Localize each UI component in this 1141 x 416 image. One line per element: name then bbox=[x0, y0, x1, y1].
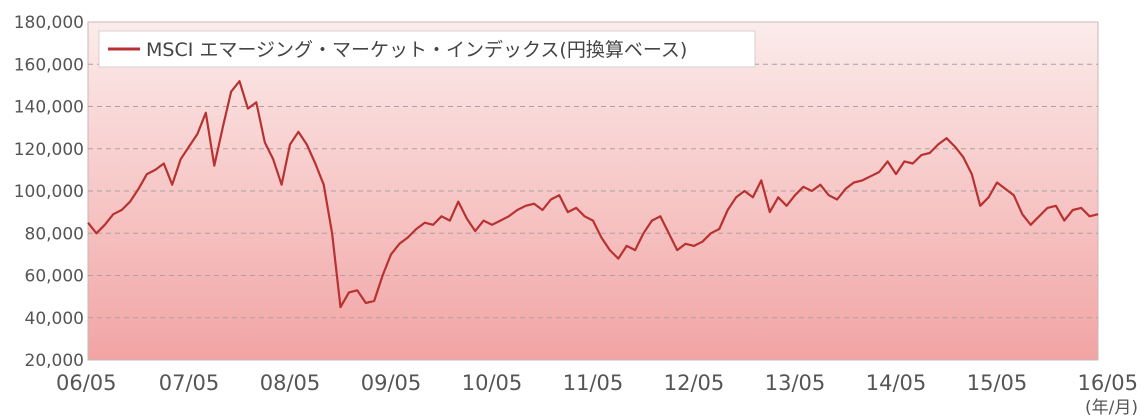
x-tick-label: 14/05 bbox=[866, 371, 927, 395]
legend-label: MSCI エマージング・マーケット・インデックス(円換算ベース) bbox=[146, 39, 687, 61]
y-tick-label: 20,000 bbox=[25, 351, 84, 371]
y-tick-label: 60,000 bbox=[25, 267, 84, 287]
y-tick-label: 100,000 bbox=[14, 182, 84, 202]
x-tick-label: 12/05 bbox=[664, 371, 725, 395]
y-tick-label: 160,000 bbox=[14, 55, 84, 75]
x-tick-label: 08/05 bbox=[260, 371, 321, 395]
x-tick-label: 11/05 bbox=[563, 371, 624, 395]
y-tick-label: 140,000 bbox=[14, 98, 84, 118]
x-tick-label: 13/05 bbox=[765, 371, 826, 395]
y-tick-label: 40,000 bbox=[25, 309, 84, 329]
legend-box bbox=[98, 30, 756, 68]
y-tick-label: 180,000 bbox=[14, 13, 84, 33]
x-tick-label: 15/05 bbox=[967, 371, 1028, 395]
x-axis-unit: (年/月) bbox=[1085, 398, 1138, 416]
x-tick-label: 10/05 bbox=[462, 371, 523, 395]
x-tick-label: 09/05 bbox=[361, 371, 422, 395]
x-tick-label: 16/05 bbox=[1077, 371, 1138, 395]
series-line bbox=[87, 80, 1099, 309]
x-tick-label: 06/05 bbox=[56, 371, 117, 395]
x-tick-label: 07/05 bbox=[159, 371, 220, 395]
y-tick-label: 120,000 bbox=[14, 140, 84, 160]
y-tick-label: 80,000 bbox=[25, 224, 84, 244]
